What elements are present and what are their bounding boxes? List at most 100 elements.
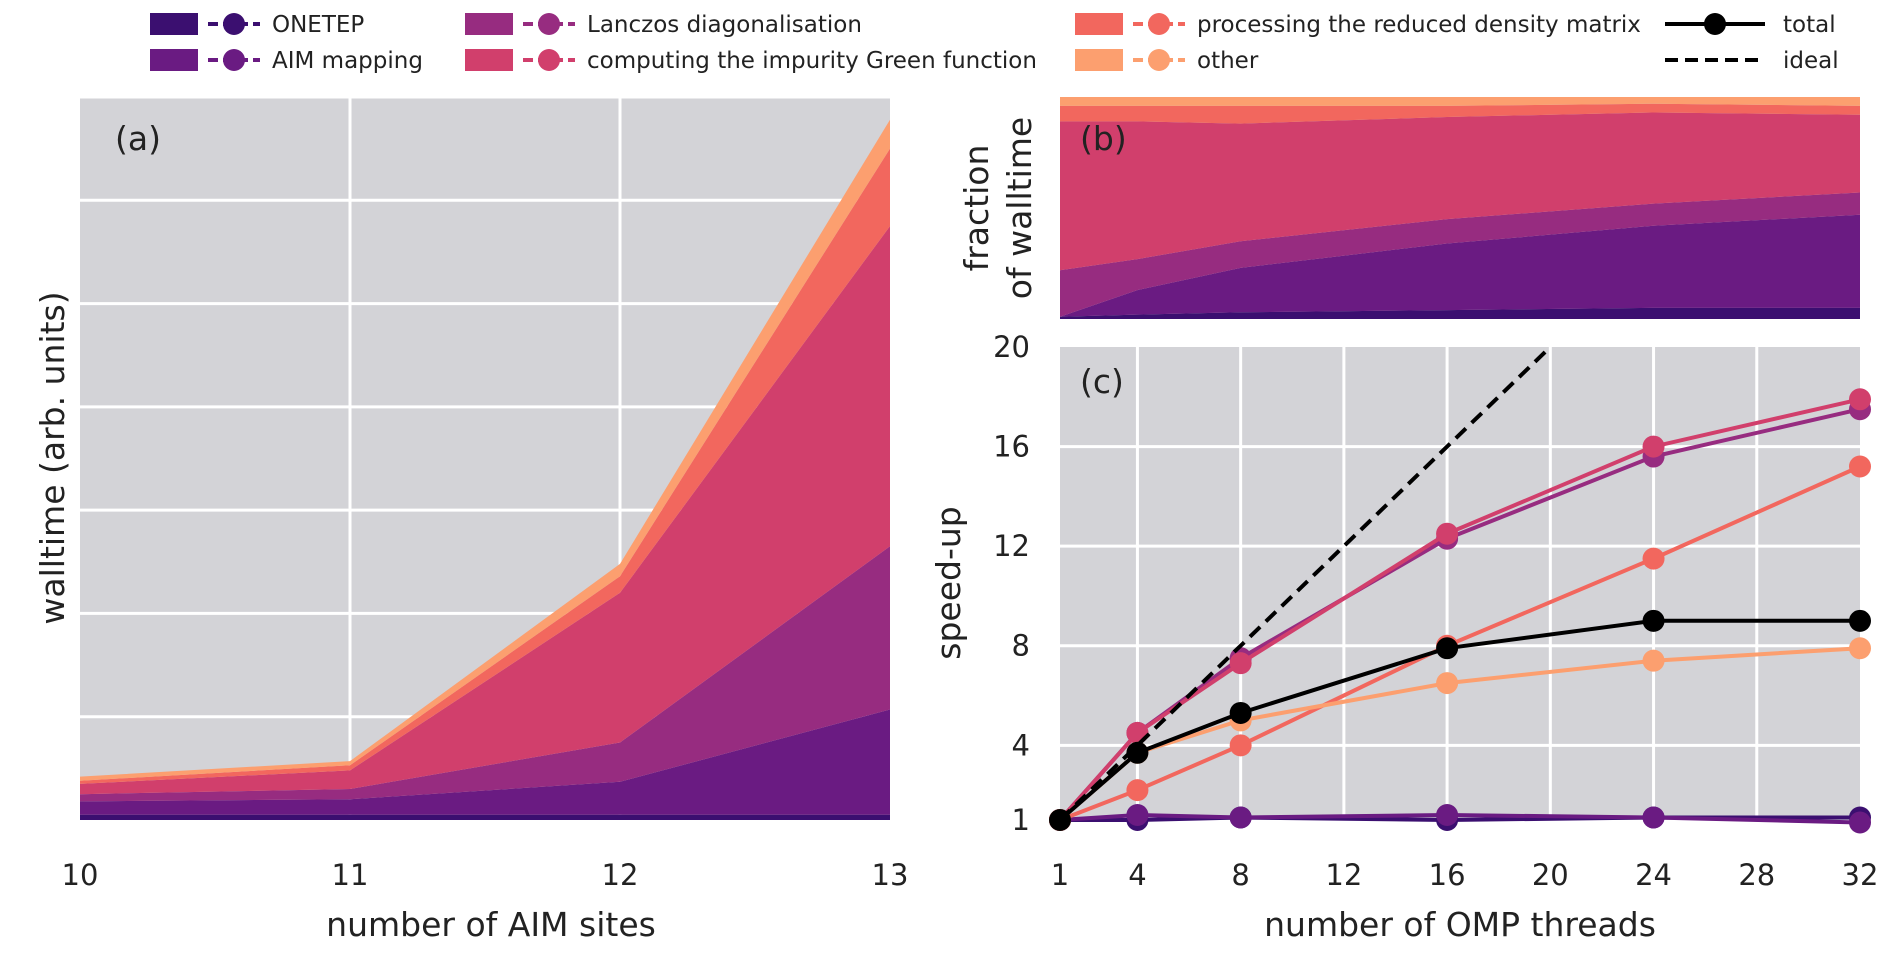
- panel-c-y-tick: 1: [1012, 803, 1030, 837]
- legend-swatch-green: [465, 49, 513, 71]
- legend: ONETEP AIM mapping Lanczos diagonalisation…: [150, 12, 1839, 74]
- legend-label-onetep: ONETEP: [272, 12, 364, 38]
- panel-b-areas: [1060, 97, 1860, 319]
- legend-swatch-aim: [150, 49, 198, 71]
- panel-b-y-label-line1: fraction: [957, 145, 996, 272]
- point-green: [1849, 388, 1871, 411]
- point-green: [1229, 652, 1252, 675]
- area-green: [1060, 112, 1860, 271]
- panel-a-x-tick: 12: [602, 858, 639, 892]
- panel-c-x-tick: 8: [1231, 858, 1249, 892]
- legend-swatch-lanczos: [465, 13, 513, 35]
- series-ideal: [1058, 347, 1552, 822]
- legend-marker-green: [538, 49, 560, 71]
- point-green: [1642, 435, 1665, 458]
- panel-b-tag: (b): [1080, 119, 1127, 158]
- legend-label-lanczos: Lanczos diagonalisation: [587, 12, 862, 38]
- point-other: [1849, 637, 1871, 660]
- area-green: [80, 226, 890, 795]
- point-other: [1642, 649, 1665, 672]
- panel-a-x-tick: 10: [62, 858, 99, 892]
- panel-c-plot-area: [1060, 347, 1860, 820]
- area-aim: [80, 709, 890, 815]
- panel-c-x-tick: 20: [1532, 858, 1569, 892]
- legend-swatch-density: [1075, 13, 1123, 35]
- legend-marker-total: [1704, 13, 1726, 35]
- line-aim: [1059, 812, 1861, 825]
- legend-label-aim: AIM mapping: [272, 48, 423, 74]
- panel-c-speedup-line-chart: 1 4 8 12 16 20 24 28 32 1 4 8 12 16 20 (c) number of …: [929, 330, 1878, 944]
- panel-b-y-label-line2: of walltime: [1000, 117, 1039, 299]
- line-density: [1059, 464, 1861, 822]
- area-aim: [1060, 214, 1860, 317]
- panel-c-x-tick: 28: [1738, 858, 1775, 892]
- panel-c-x-tick: 12: [1325, 858, 1362, 892]
- legend-item-density: processing the reduced density matrix: [1075, 12, 1641, 38]
- panel-c-y-tick: 4: [1012, 728, 1030, 762]
- point-aim: [1642, 806, 1665, 829]
- area-density: [1060, 103, 1860, 124]
- panel-c-x-tick: 1: [1051, 858, 1069, 892]
- legend-item-onetep: ONETEP: [150, 12, 364, 38]
- point-aim: [1849, 811, 1871, 834]
- panel-a-x-tick: 11: [332, 858, 369, 892]
- panel-a-x-tick: 13: [872, 858, 909, 892]
- point-density: [1229, 734, 1252, 757]
- legend-label-other: other: [1197, 48, 1259, 74]
- point-density: [1849, 455, 1871, 478]
- legend-item-green: computing the impurity Green function: [465, 48, 1037, 74]
- point-total: [1436, 637, 1459, 660]
- panel-c-y-ticks: 1 4 8 12 16 20: [993, 330, 1030, 837]
- area-onetep: [80, 814, 890, 820]
- point-green: [1436, 522, 1459, 545]
- point-aim: [1436, 804, 1459, 827]
- legend-marker-lanczos: [538, 13, 560, 35]
- point-total: [1642, 609, 1665, 632]
- point-total: [1849, 609, 1871, 632]
- panel-c-y-tick: 12: [993, 529, 1030, 563]
- panel-a-tag: (a): [115, 119, 161, 158]
- point-total: [1229, 701, 1252, 724]
- panel-c-tag: (c): [1080, 362, 1124, 401]
- legend-swatch-other: [1075, 49, 1123, 71]
- area-onetep: [1060, 307, 1860, 319]
- legend-label-ideal: ideal: [1783, 48, 1839, 74]
- panel-c-x-label: number of OMP threads: [1264, 905, 1656, 944]
- legend-label-green: computing the impurity Green function: [587, 48, 1037, 74]
- panel-b-fraction-area-chart: (b) fraction of walltime: [957, 97, 1860, 319]
- legend-item-lanczos: Lanczos diagonalisation: [465, 12, 862, 38]
- legend-item-total: total: [1665, 12, 1836, 38]
- point-density: [1642, 547, 1665, 570]
- point-density: [1126, 779, 1149, 802]
- panel-a-walltime-area-chart: 10 11 12 13 (a) number of AIM sites walltim…: [33, 95, 909, 944]
- panel-c-y-label: speed-up: [929, 506, 968, 659]
- legend-marker-aim: [223, 49, 245, 71]
- panel-c-x-tick: 16: [1429, 858, 1466, 892]
- legend-marker-onetep: [223, 13, 245, 35]
- legend-swatch-onetep: [150, 13, 198, 35]
- panel-a-y-label: walltime (arb. units): [33, 291, 72, 624]
- point-aim: [1229, 806, 1252, 829]
- panel-c-x-tick: 32: [1842, 858, 1879, 892]
- panel-c-x-tick: 4: [1128, 858, 1146, 892]
- line-green: [1058, 397, 1861, 822]
- point-total: [1126, 741, 1149, 764]
- line-ideal: [1058, 347, 1552, 822]
- legend-item-ideal: ideal: [1665, 48, 1839, 74]
- area-lanczos: [1060, 192, 1860, 317]
- panel-a-x-ticks: 10 11 12 13: [62, 858, 909, 892]
- legend-label-total: total: [1783, 12, 1836, 38]
- panel-c-lines: [1049, 347, 1871, 834]
- area-other: [1060, 97, 1860, 106]
- point-other: [1436, 672, 1459, 695]
- panel-c-y-tick: 8: [1012, 629, 1030, 663]
- legend-marker-other: [1148, 49, 1170, 71]
- area-lanczos: [80, 546, 890, 802]
- panel-c-y-tick: 20: [993, 330, 1030, 364]
- series-total: [1049, 609, 1871, 831]
- panel-c-y-tick: 16: [993, 430, 1030, 464]
- panel-a-areas: [80, 119, 890, 820]
- legend-item-aim: AIM mapping: [150, 48, 423, 74]
- line-total: [1058, 618, 1860, 822]
